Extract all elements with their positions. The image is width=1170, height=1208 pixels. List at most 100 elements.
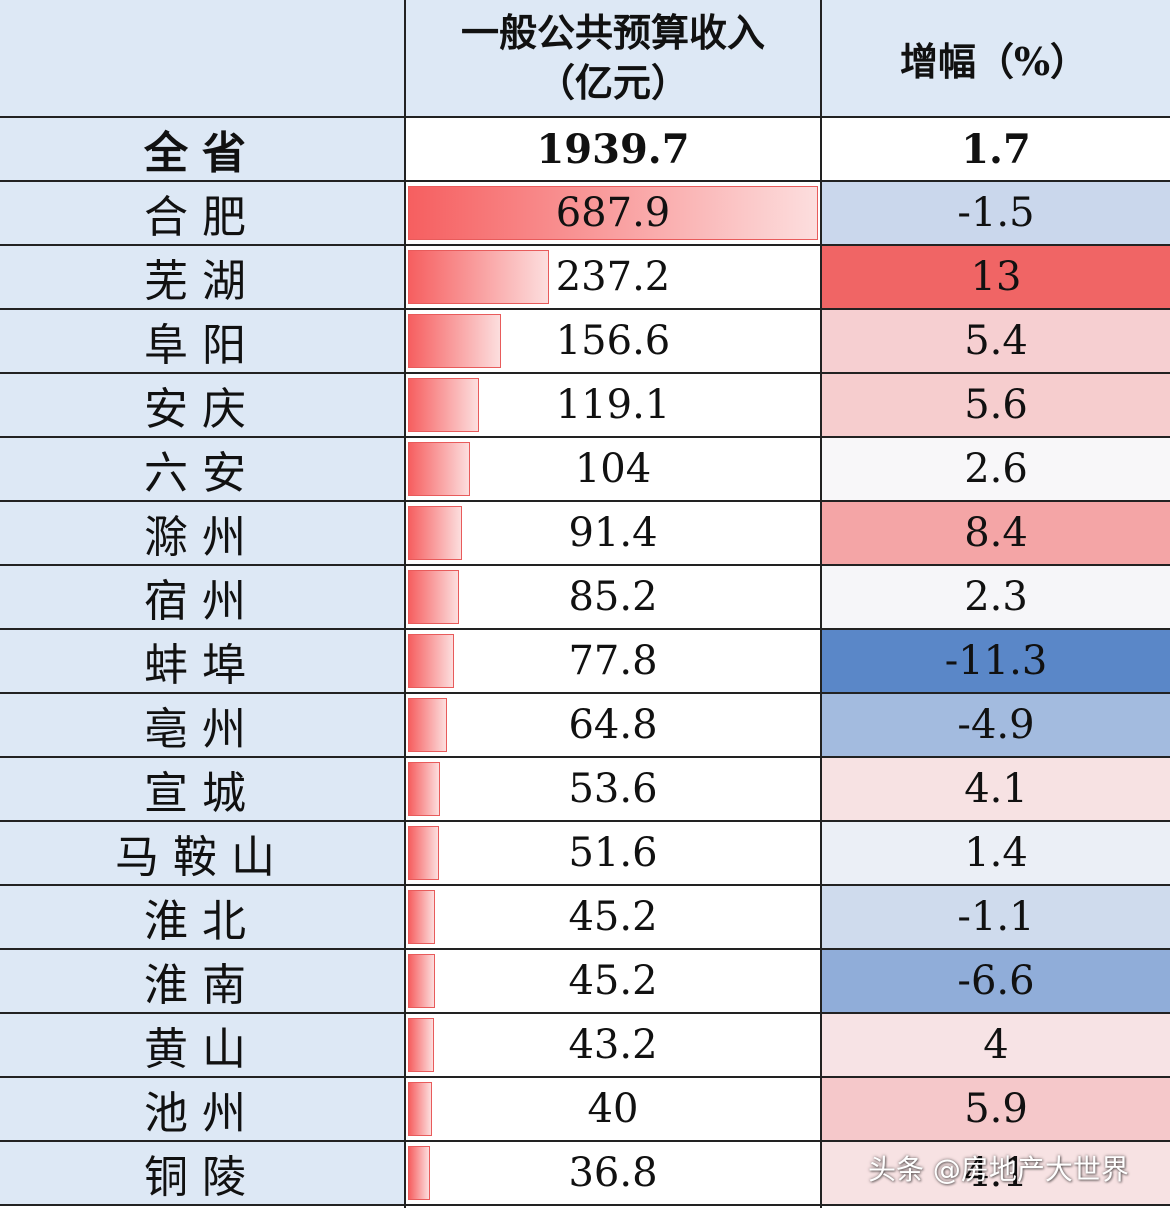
- row-divider: [0, 1076, 1170, 1078]
- growth-value: 13: [822, 246, 1170, 308]
- growth-value: 8.4: [822, 502, 1170, 564]
- growth-value: 4.1: [822, 1142, 1170, 1204]
- growth-value: -1.5: [822, 182, 1170, 244]
- income-bar: [408, 250, 550, 304]
- income-bar: [408, 634, 455, 688]
- income-value: 45.2: [568, 894, 658, 940]
- region-name: 宿州: [0, 566, 404, 628]
- row-divider: [0, 692, 1170, 694]
- income-cell: 687.9: [406, 182, 820, 244]
- income-value: 687.9: [555, 190, 671, 236]
- table-row: 蚌埠 77.8 -11.3: [0, 630, 1170, 692]
- table-header: [0, 0, 1170, 116]
- growth-value: 1.7: [822, 118, 1170, 180]
- growth-value: 2.3: [822, 566, 1170, 628]
- row-divider: [0, 564, 1170, 566]
- income-cell: 104: [406, 438, 820, 500]
- income-cell: 45.2: [406, 950, 820, 1012]
- income-value: 77.8: [568, 638, 658, 684]
- income-bar: [408, 1018, 434, 1072]
- income-cell: 64.8: [406, 694, 820, 756]
- region-name: 黄山: [0, 1014, 404, 1076]
- region-name: 芜湖: [0, 246, 404, 308]
- growth-value: -6.6: [822, 950, 1170, 1012]
- income-value: 43.2: [568, 1022, 658, 1068]
- income-cell: 40: [406, 1078, 820, 1140]
- income-cell: 53.6: [406, 758, 820, 820]
- income-bar: [408, 1082, 432, 1136]
- income-value: 53.6: [568, 766, 658, 812]
- income-bar: [408, 954, 435, 1008]
- growth-value: 5.4: [822, 310, 1170, 372]
- region-name: 宣城: [0, 758, 404, 820]
- region-name: 池州: [0, 1078, 404, 1140]
- table-row: 合肥 687.9 -1.5: [0, 182, 1170, 244]
- income-value: 51.6: [568, 830, 658, 876]
- row-divider: [0, 1012, 1170, 1014]
- income-cell: 91.4: [406, 502, 820, 564]
- income-bar: [408, 442, 470, 496]
- income-value: 237.2: [555, 254, 671, 300]
- row-divider: [0, 884, 1170, 886]
- table-row: 亳州 64.8 -4.9: [0, 694, 1170, 756]
- table-row: 池州 40 5.9: [0, 1078, 1170, 1140]
- income-bar: [408, 378, 479, 432]
- row-divider: [0, 756, 1170, 758]
- income-bar: [408, 762, 440, 816]
- income-cell: 77.8: [406, 630, 820, 692]
- income-value: 1939.7: [536, 125, 690, 173]
- income-value: 119.1: [555, 382, 671, 428]
- region-name: 阜阳: [0, 310, 404, 372]
- income-cell: 43.2: [406, 1014, 820, 1076]
- income-cell: 36.8: [406, 1142, 820, 1204]
- income-bar: [408, 506, 463, 560]
- header-income: 一般公共预算收入 （亿元）: [406, 4, 820, 112]
- row-divider: [0, 244, 1170, 246]
- growth-value: -11.3: [822, 630, 1170, 692]
- income-bar: [408, 314, 502, 368]
- income-cell: 85.2: [406, 566, 820, 628]
- growth-value: -1.1: [822, 886, 1170, 948]
- header-income-unit: （亿元）: [536, 60, 689, 105]
- table-row: 黄山 43.2 4: [0, 1014, 1170, 1076]
- row-divider: [0, 500, 1170, 502]
- income-cell: 1939.7: [406, 118, 820, 180]
- income-cell: 237.2: [406, 246, 820, 308]
- income-value: 45.2: [568, 958, 658, 1004]
- row-divider: [0, 1204, 1170, 1206]
- income-cell: 51.6: [406, 822, 820, 884]
- table-row: 宣城 53.6 4.1: [0, 758, 1170, 820]
- table-row: 宿州 85.2 2.3: [0, 566, 1170, 628]
- table-row: 滁州 91.4 8.4: [0, 502, 1170, 564]
- table-row: 淮南 45.2 -6.6: [0, 950, 1170, 1012]
- growth-value: 4.1: [822, 758, 1170, 820]
- header-divider: [0, 116, 1170, 118]
- region-name: 马鞍山: [0, 822, 404, 884]
- table-row: 淮北 45.2 -1.1: [0, 886, 1170, 948]
- row-divider: [0, 372, 1170, 374]
- row-divider: [0, 180, 1170, 182]
- table-row: 铜陵 36.8 4.1: [0, 1142, 1170, 1204]
- region-name: 铜陵: [0, 1142, 404, 1204]
- income-bar: [408, 570, 459, 624]
- row-divider: [0, 628, 1170, 630]
- region-name: 安庆: [0, 374, 404, 436]
- region-name: 合肥: [0, 182, 404, 244]
- growth-value: 4: [822, 1014, 1170, 1076]
- income-bar: [408, 186, 818, 240]
- income-value: 85.2: [568, 574, 658, 620]
- income-cell: 45.2: [406, 886, 820, 948]
- row-divider: [0, 436, 1170, 438]
- income-value: 104: [574, 446, 652, 492]
- row-divider: [0, 820, 1170, 822]
- growth-value: 5.6: [822, 374, 1170, 436]
- region-name: 淮南: [0, 950, 404, 1012]
- income-bar: [408, 698, 447, 752]
- region-name: 亳州: [0, 694, 404, 756]
- income-value: 64.8: [568, 702, 658, 748]
- table-row: 六安 104 2.6: [0, 438, 1170, 500]
- income-value: 156.6: [555, 318, 671, 364]
- region-name: 滁州: [0, 502, 404, 564]
- row-divider: [0, 308, 1170, 310]
- growth-value: 1.4: [822, 822, 1170, 884]
